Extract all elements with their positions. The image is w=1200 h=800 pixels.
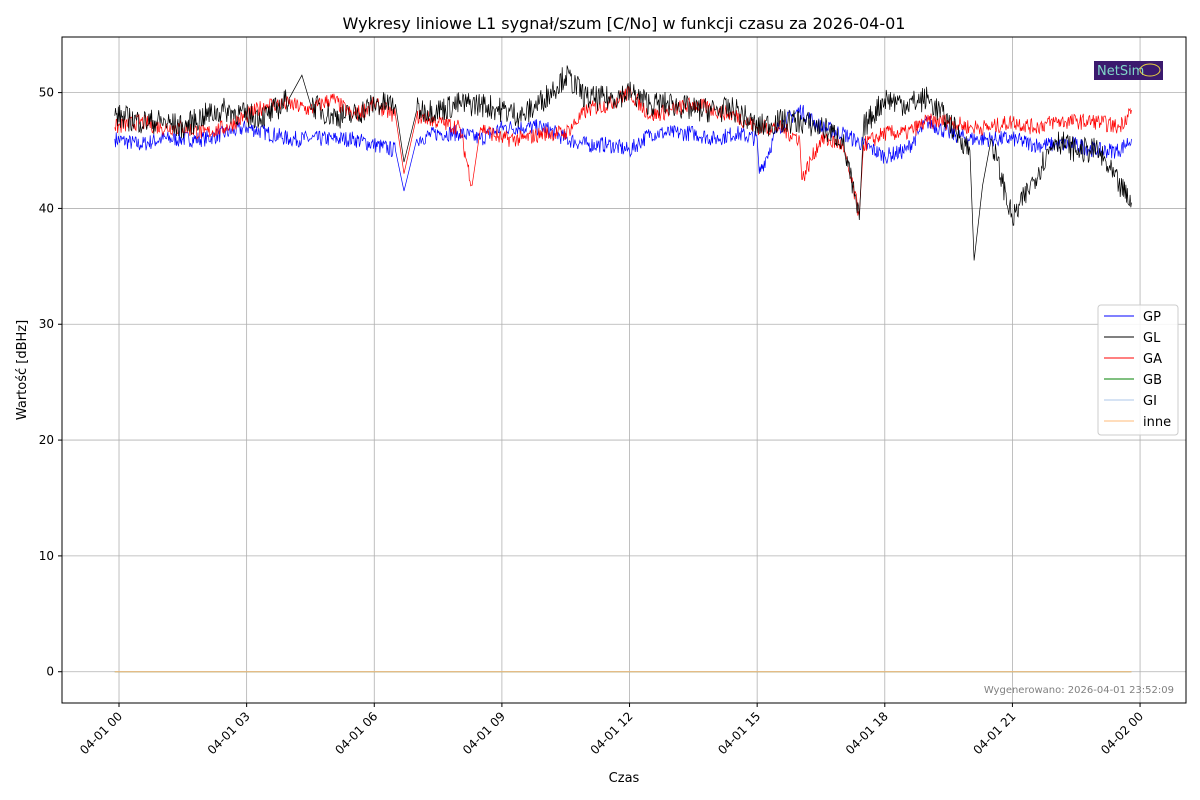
- x-tick-label: 04-01 06: [332, 709, 380, 757]
- y-tick-label: 0: [46, 665, 54, 679]
- series-line-gl: [114, 65, 1132, 261]
- x-tick-label: 04-01 15: [715, 709, 763, 757]
- grid: [62, 37, 1186, 703]
- legend: GP GL GA GB GI inne: [1097, 304, 1179, 436]
- y-tick-label: 10: [39, 549, 54, 563]
- series-line-gp: [114, 104, 1132, 192]
- x-tick-label: 04-01 18: [843, 709, 891, 757]
- series-lines: [114, 65, 1132, 673]
- x-tick-label: 04-02 00: [1098, 709, 1146, 757]
- y-tick-label: 20: [39, 433, 54, 447]
- legend-label: GA: [1143, 352, 1162, 367]
- legend-label: GP: [1143, 310, 1161, 325]
- generated-annotation: Wygenerowano: 2026-04-01 23:52:09: [984, 685, 1174, 696]
- legend-label: inne: [1143, 415, 1171, 430]
- legend-label: GL: [1143, 331, 1161, 346]
- x-tick-label: 04-01 09: [460, 709, 508, 757]
- logo: NetSim: [1094, 61, 1163, 80]
- y-tick-label: 50: [39, 86, 54, 100]
- axis-ticks: 04-01 00 04-01 03 04-01 06 04-01 09 04-01 12…: [39, 86, 1146, 758]
- y-tick-label: 40: [39, 201, 54, 215]
- chart-title: Wykresy liniowe L1 sygnał/szum [C/No] w …: [343, 14, 906, 33]
- logo-text: NetSim: [1097, 64, 1144, 79]
- x-axis-label: Czas: [609, 771, 640, 786]
- y-axis-label: Wartość [dBHz]: [15, 320, 30, 420]
- x-tick-label: 04-01 00: [77, 709, 125, 757]
- legend-label: GB: [1143, 373, 1162, 388]
- x-tick-label: 04-01 03: [205, 709, 253, 757]
- x-tick-label: 04-01 12: [588, 709, 636, 757]
- y-tick-label: 30: [39, 317, 54, 331]
- x-tick-label: 04-01 21: [970, 709, 1018, 757]
- plot-frame: [61, 36, 1187, 704]
- legend-label: GI: [1143, 394, 1157, 409]
